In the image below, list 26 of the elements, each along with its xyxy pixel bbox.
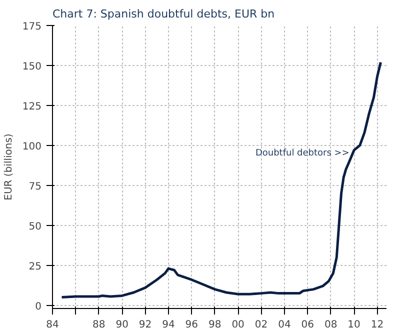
y-axis-title: EUR (billions) [3,134,14,200]
x-tick-label: 92 [138,320,152,330]
y-tick-label: 0 [35,301,42,312]
y-tick-label: 25 [28,261,42,272]
x-tick-label: 02 [254,320,268,330]
y-tick-label: 175 [22,22,42,32]
x-tick-label: 08 [324,320,338,330]
line-series [60,61,382,299]
x-tick-label: 94 [162,320,175,330]
y-tick-label: 50 [28,221,42,232]
y-tick-label: 100 [22,141,42,152]
x-tick-label: 96 [185,320,198,330]
x-tick-label: 06 [301,320,314,330]
y-tick-label: 150 [22,61,42,72]
y-tick-label: 75 [28,181,42,192]
x-tick-label: 84 [46,320,59,330]
x-tick-label: 90 [116,320,128,330]
x-tick-label: 04 [278,320,291,330]
y-tick-label: 125 [22,101,42,112]
annotation: Doubtful debtors >> [255,148,350,158]
x-tick-label: 10 [348,320,360,330]
x-tick-label: 00 [232,320,244,330]
chart-title: Chart 7: Spanish doubtful debts, EUR bn [52,8,275,20]
x-tick-label: 12 [370,320,384,330]
x-tick-label: 98 [208,320,222,330]
x-tick-label: 88 [92,320,106,330]
